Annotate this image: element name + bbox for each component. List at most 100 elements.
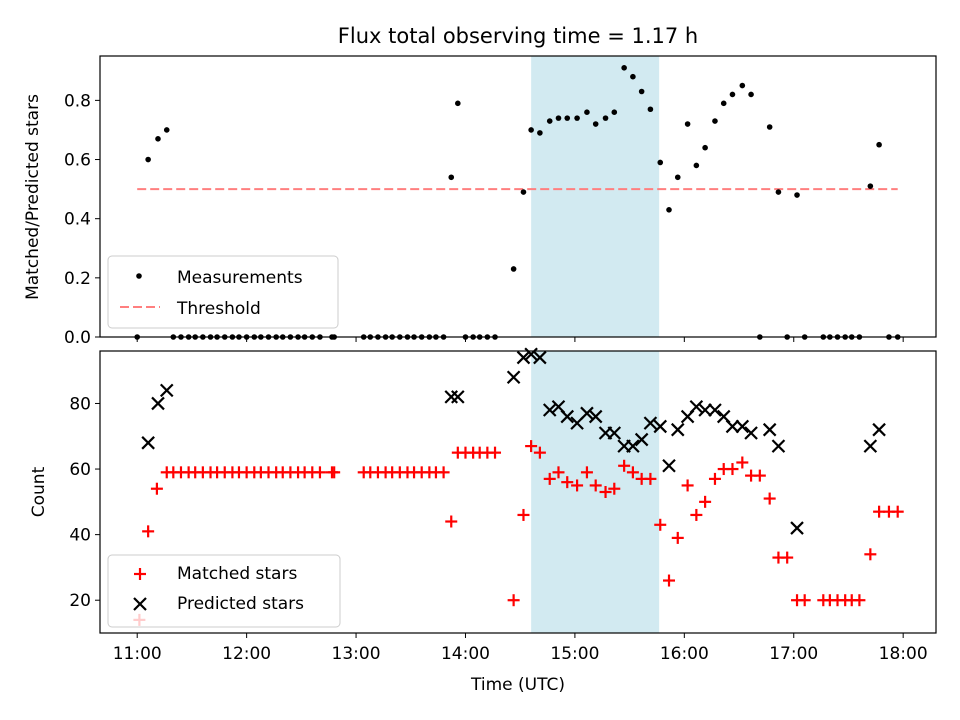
predicted-star-point — [588, 409, 603, 424]
predicted-star-point — [159, 383, 174, 398]
bottom-y-axis-label: Count — [29, 466, 49, 517]
matched-star-point — [663, 574, 676, 587]
predicted-star-point — [542, 403, 557, 417]
predicted-star-point — [771, 439, 786, 453]
top-highlight-span — [531, 56, 660, 337]
measurement-point — [748, 91, 754, 98]
matched-star-point — [313, 466, 326, 479]
predicted-star-point — [506, 370, 521, 385]
measurement-point — [555, 115, 562, 121]
predicted-star-point — [725, 419, 740, 434]
measurement-point — [611, 109, 618, 115]
top-y-tick-label: 0.6 — [64, 151, 91, 171]
predicted-star-point — [533, 350, 547, 365]
measurement-point — [702, 144, 708, 151]
measurement-point — [693, 162, 700, 169]
legend-measurements-label: Measurements — [177, 268, 303, 288]
measurement-point — [448, 174, 455, 181]
matched-star-point — [589, 479, 602, 492]
matched-star-point — [599, 486, 612, 498]
legend-matched-label: Matched stars — [177, 564, 297, 584]
measurement-point — [528, 127, 534, 133]
matched-star-point — [626, 466, 639, 479]
predicted-star-point — [698, 403, 712, 417]
measurement-point — [638, 88, 645, 95]
measurement-point — [867, 183, 874, 189]
x-tick-label: 11:00 — [113, 644, 162, 664]
matched-stars-points — [133, 440, 904, 626]
bottom-y-tick-label: 40 — [69, 526, 91, 546]
measurement-point — [574, 115, 580, 121]
measurement-point — [657, 159, 664, 166]
bottom-y-axis: 20 40 60 80 — [69, 394, 100, 611]
measurement-point — [674, 174, 681, 181]
top-y-axis: 0.0 0.2 0.4 0.6 0.8 — [64, 91, 100, 348]
predicted-star-point — [444, 390, 459, 404]
matched-star-point — [864, 548, 877, 561]
measurement-point — [666, 207, 672, 213]
matched-star-point — [608, 482, 621, 495]
predicted-star-point — [708, 403, 722, 417]
predicted-star-point — [872, 422, 886, 437]
measurement-point — [794, 192, 800, 198]
x-tick-label: 16:00 — [660, 644, 709, 664]
predicted-star-point — [689, 399, 704, 414]
predicted-star-point — [653, 419, 668, 434]
x-tick-label: 15:00 — [550, 644, 599, 664]
matched-star-point — [798, 594, 811, 607]
top-y-axis-label: Matched/Predicted stars — [23, 94, 43, 300]
matched-star-point — [891, 505, 904, 518]
legend-predicted-label: Predicted stars — [177, 594, 304, 614]
top-legend-box — [107, 255, 339, 329]
matched-star-point — [561, 476, 574, 489]
matched-star-point — [517, 508, 530, 521]
matched-star-point — [763, 492, 776, 505]
matched-star-point — [654, 518, 667, 531]
top-panel: 0.00.20.40.60.8 Matched/Predicted stars … — [23, 55, 937, 348]
measurement-point — [602, 115, 609, 121]
measurement-point — [592, 121, 599, 127]
measurement-points — [134, 65, 901, 340]
predicted-star-point — [524, 347, 538, 362]
top-y-tick-label: 0.4 — [64, 210, 91, 230]
matched-star-point — [525, 440, 538, 453]
predicted-star-point — [516, 350, 531, 365]
bottom-legend: Matched stars Predicted stars — [107, 554, 341, 628]
measurement-point — [647, 106, 654, 113]
measurement-point — [155, 136, 161, 142]
x-tick-label: 18:00 — [879, 644, 928, 664]
predicted-star-point — [670, 422, 685, 437]
predicted-star-point — [643, 416, 658, 430]
legend-measurements-marker — [136, 273, 142, 279]
measurement-point — [163, 127, 170, 133]
measurement-point — [510, 266, 517, 272]
measurement-point — [720, 100, 727, 107]
top-legend: Measurements Threshold — [107, 255, 339, 329]
chart-title: Flux total observing time = 1.17 h — [338, 24, 698, 48]
bottom-plot-frame — [99, 350, 937, 634]
measurement-point — [876, 141, 882, 148]
x-tick-label: 12:00 — [222, 644, 271, 664]
matched-star-point — [753, 469, 766, 482]
predicted-star-point — [790, 521, 804, 535]
predicted-star-point — [863, 439, 878, 453]
measurement-point — [455, 100, 461, 107]
measurement-point — [145, 156, 151, 163]
matched-star-point — [507, 594, 520, 607]
measurement-point — [537, 130, 543, 136]
measurement-point — [712, 118, 718, 124]
bottom-y-tick-label: 20 — [69, 591, 91, 611]
matched-star-point — [580, 466, 593, 479]
matched-star-point — [644, 472, 657, 485]
bottom-legend-box — [107, 554, 341, 628]
measurement-point — [684, 121, 691, 127]
bottom-highlight-span — [531, 351, 660, 633]
x-tick-label: 14:00 — [441, 644, 490, 664]
legend-matched-marker — [134, 568, 146, 580]
matched-star-point — [328, 466, 341, 479]
bottom-x-axis: 11:00 12:00 13:00 14:00 15:00 16:00 17:00 18:00 — [113, 633, 928, 664]
top-y-tick-label: 0.0 — [64, 328, 91, 348]
x-axis-label: Time (UTC) — [470, 675, 565, 695]
matched-star-point — [618, 459, 631, 472]
matched-star-point — [552, 466, 565, 479]
